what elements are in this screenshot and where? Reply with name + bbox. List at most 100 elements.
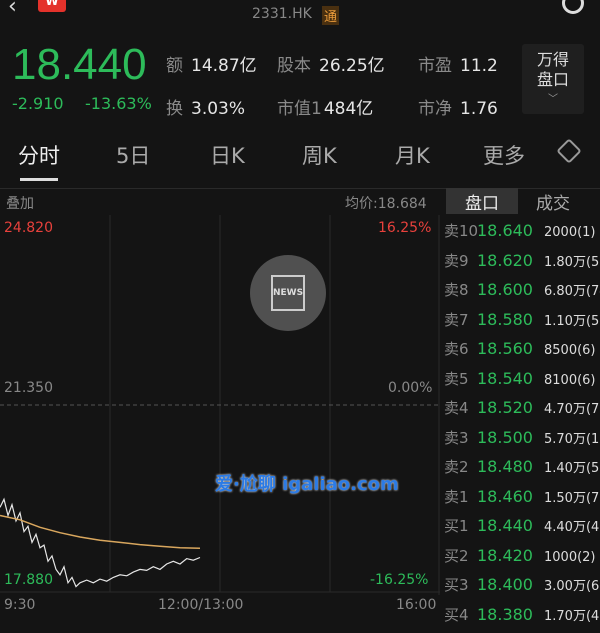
orderbook-row[interactable]: 买3 18.400 3.00万(6) xyxy=(444,574,600,603)
x-label-close: 16:00 xyxy=(396,597,437,613)
orderbook-row[interactable]: 卖8 18.600 6.80万(74) xyxy=(444,279,600,308)
stat-shares: 股本 26.25亿 xyxy=(277,56,385,76)
orderbook-volume: 2000(1) xyxy=(544,225,596,240)
orderbook-row[interactable]: 买4 18.380 1.70万(4) xyxy=(444,604,600,633)
stat-pe: 市盈 11.2 xyxy=(418,56,498,76)
orderbook-price: 18.380 xyxy=(477,604,533,624)
orderbook-volume: 1000(2) xyxy=(544,549,596,565)
orderbook-price: 18.540 xyxy=(477,368,533,388)
orderbook-row[interactable]: 卖2 18.480 1.40万(5) xyxy=(444,456,600,485)
mid-pct-label: 0.00% xyxy=(388,380,433,396)
orderbook-price: 18.600 xyxy=(477,280,533,299)
orderbook-level: 卖3 xyxy=(444,428,469,447)
orderbook-row[interactable]: 卖6 18.560 8500(6) xyxy=(444,338,600,367)
orderbook-volume: 1.80万(5) xyxy=(544,254,600,270)
orderbook-row[interactable]: 卖4 18.520 4.70万(72) xyxy=(444,397,600,426)
orderbook-level: 买3 xyxy=(444,576,469,594)
orderbook-volume: 8500(6) xyxy=(544,343,596,358)
tab-more[interactable]: 更多 xyxy=(483,144,525,168)
news-button[interactable]: NEWS xyxy=(250,255,326,331)
avg-price-line xyxy=(0,514,201,550)
orderbook-row[interactable]: 卖7 18.580 1.10万(5) xyxy=(444,309,600,338)
orderbook-price: 18.560 xyxy=(477,339,533,358)
orderbook-row[interactable]: 买1 18.440 4.40万(4) xyxy=(444,515,600,544)
orderbook-level: 卖5 xyxy=(444,369,469,388)
orderbook-price: 18.400 xyxy=(477,575,533,594)
orderbook-volume: 3.00万(6) xyxy=(544,579,600,594)
orderbook-volume: 1.50万(7) xyxy=(544,490,600,506)
orderbook-level: 卖9 xyxy=(444,251,469,270)
orderbook-label: 盘口 xyxy=(536,70,569,89)
tab-5day[interactable]: 5日 xyxy=(116,144,151,168)
bottom-pct-label: -16.25% xyxy=(370,572,429,588)
orderbook-level: 卖10 xyxy=(444,222,479,240)
orderbook-level: 卖7 xyxy=(444,310,469,329)
orderbook-level: 买2 xyxy=(444,546,469,565)
orderbook-volume: 4.70万(72) xyxy=(544,402,600,417)
top-price-label: 24.820 xyxy=(4,220,53,236)
last-price: 18.440 xyxy=(12,40,147,89)
orderbook-volume: 5.70万(19) xyxy=(544,431,600,447)
connect-badge: 通 xyxy=(322,6,340,25)
tab-daily-k[interactable]: 日K xyxy=(210,144,245,168)
orderbook-price: 18.420 xyxy=(477,545,533,565)
orderbook-price: 18.640 xyxy=(477,221,533,240)
orderbook-level: 卖1 xyxy=(444,487,469,506)
app-badge: W xyxy=(38,0,66,12)
orderbook-price: 18.440 xyxy=(477,516,533,535)
stat-pb: 市净 1.76 xyxy=(418,99,498,119)
symbol: 2331.HK xyxy=(252,6,312,22)
change-pct: -13.63% xyxy=(85,94,152,113)
orderbook-price: 18.460 xyxy=(477,486,533,506)
change: -2.910 xyxy=(12,94,64,113)
back-icon[interactable]: ‹ xyxy=(8,0,17,19)
news-icon: NEWS xyxy=(271,275,305,311)
stat-mktcap: 市值1 484亿 xyxy=(277,99,374,119)
chevron-down-icon: ﹀ xyxy=(548,94,558,105)
stat-amount: 额 14.87亿 xyxy=(166,56,257,76)
orderbook-volume: 1.70万(4) xyxy=(544,608,600,624)
orderbook-row[interactable]: 买2 18.420 1000(2) xyxy=(444,545,600,574)
stat-turnover: 换 3.03% xyxy=(166,99,246,119)
tab-trades[interactable]: 成交 xyxy=(536,194,570,214)
orderbook-price: 18.580 xyxy=(477,309,533,329)
orderbook-row[interactable]: 卖9 18.620 1.80万(5) xyxy=(444,250,600,279)
x-label-open: 9:30 xyxy=(4,597,36,613)
orderbook-row[interactable]: 卖5 18.540 8100(6) xyxy=(444,368,600,397)
divider xyxy=(0,188,600,189)
orderbook-volume: 6.80万(74) xyxy=(544,284,600,299)
orderbook-level: 卖4 xyxy=(444,399,469,417)
orderbook-row[interactable]: 卖1018.640 2000(1) xyxy=(444,220,600,249)
overlay-button[interactable]: 叠加 xyxy=(6,196,34,212)
orderbook-volume: 8100(6) xyxy=(544,372,596,388)
tab-weekly-k[interactable]: 周K xyxy=(302,144,337,168)
tab-monthly-k[interactable]: 月K xyxy=(395,144,430,168)
intraday-chart xyxy=(0,215,440,595)
avg-price-label: 均价:18.684 xyxy=(345,196,427,212)
orderbook-row[interactable]: 卖3 18.500 5.70万(19) xyxy=(444,427,600,456)
tab-intraday[interactable]: 分时 xyxy=(18,144,60,168)
orderbook-price: 18.620 xyxy=(477,250,533,270)
x-label-midday: 12:00/13:00 xyxy=(158,597,244,613)
orderbook-level: 买1 xyxy=(444,517,469,535)
orderbook-row[interactable]: 卖1 18.460 1.50万(7) xyxy=(444,486,600,515)
orderbook-level: 卖8 xyxy=(444,281,469,299)
orderbook-price: 18.520 xyxy=(477,398,533,417)
orderbook-level: 卖2 xyxy=(444,458,469,476)
search-icon[interactable] xyxy=(562,0,584,14)
top-pct-label: 16.25% xyxy=(378,220,432,236)
wind-orderbook-button[interactable]: 万得 盘口 ﹀ xyxy=(522,44,584,114)
orderbook-price: 18.480 xyxy=(477,457,533,476)
watermark: 爱·尬聊 igaliao.com xyxy=(215,474,399,495)
top-bar: ‹ W 2331.HK 通 xyxy=(0,0,600,30)
orderbook-volume: 4.40万(4) xyxy=(544,520,600,535)
bottom-price-label: 17.880 xyxy=(4,572,53,588)
tab-orderbook[interactable]: 盘口 xyxy=(446,188,518,214)
tab-indicator xyxy=(20,178,58,181)
orderbook-volume: 1.40万(5) xyxy=(544,461,600,476)
orderbook-level: 卖6 xyxy=(444,340,469,358)
orderbook-volume: 1.10万(5) xyxy=(544,313,600,329)
settings-icon[interactable] xyxy=(556,138,582,164)
price-line xyxy=(0,497,201,588)
wind-label: 万得 xyxy=(536,50,569,69)
